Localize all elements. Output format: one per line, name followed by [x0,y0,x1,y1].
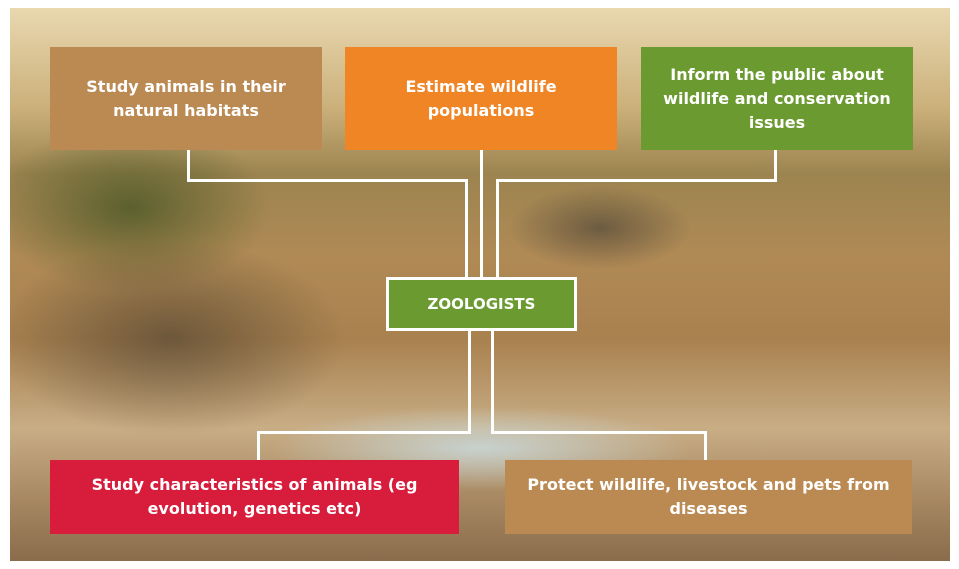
connector [496,179,777,182]
node-box: Estimate wildlife populations [345,47,617,150]
node-box: Inform the public about wildlife and con… [641,47,913,150]
infographic: Study animals in their natural habitats … [0,0,959,569]
connector [187,179,467,182]
connector [468,331,471,433]
connector [491,431,707,434]
connector [480,150,483,277]
center-box: ZOOLOGISTS [386,277,577,331]
connector [257,431,260,460]
node-box: Study animals in their natural habitats [50,47,322,150]
connector [496,179,499,277]
connector [257,431,471,434]
connector [704,431,707,460]
node-box: Study characteristics of animals (eg evo… [50,460,459,534]
node-box: Protect wildlife, livestock and pets fro… [505,460,912,534]
connector [465,179,468,277]
connector [774,150,777,181]
connector [491,331,494,433]
connector [187,150,190,181]
